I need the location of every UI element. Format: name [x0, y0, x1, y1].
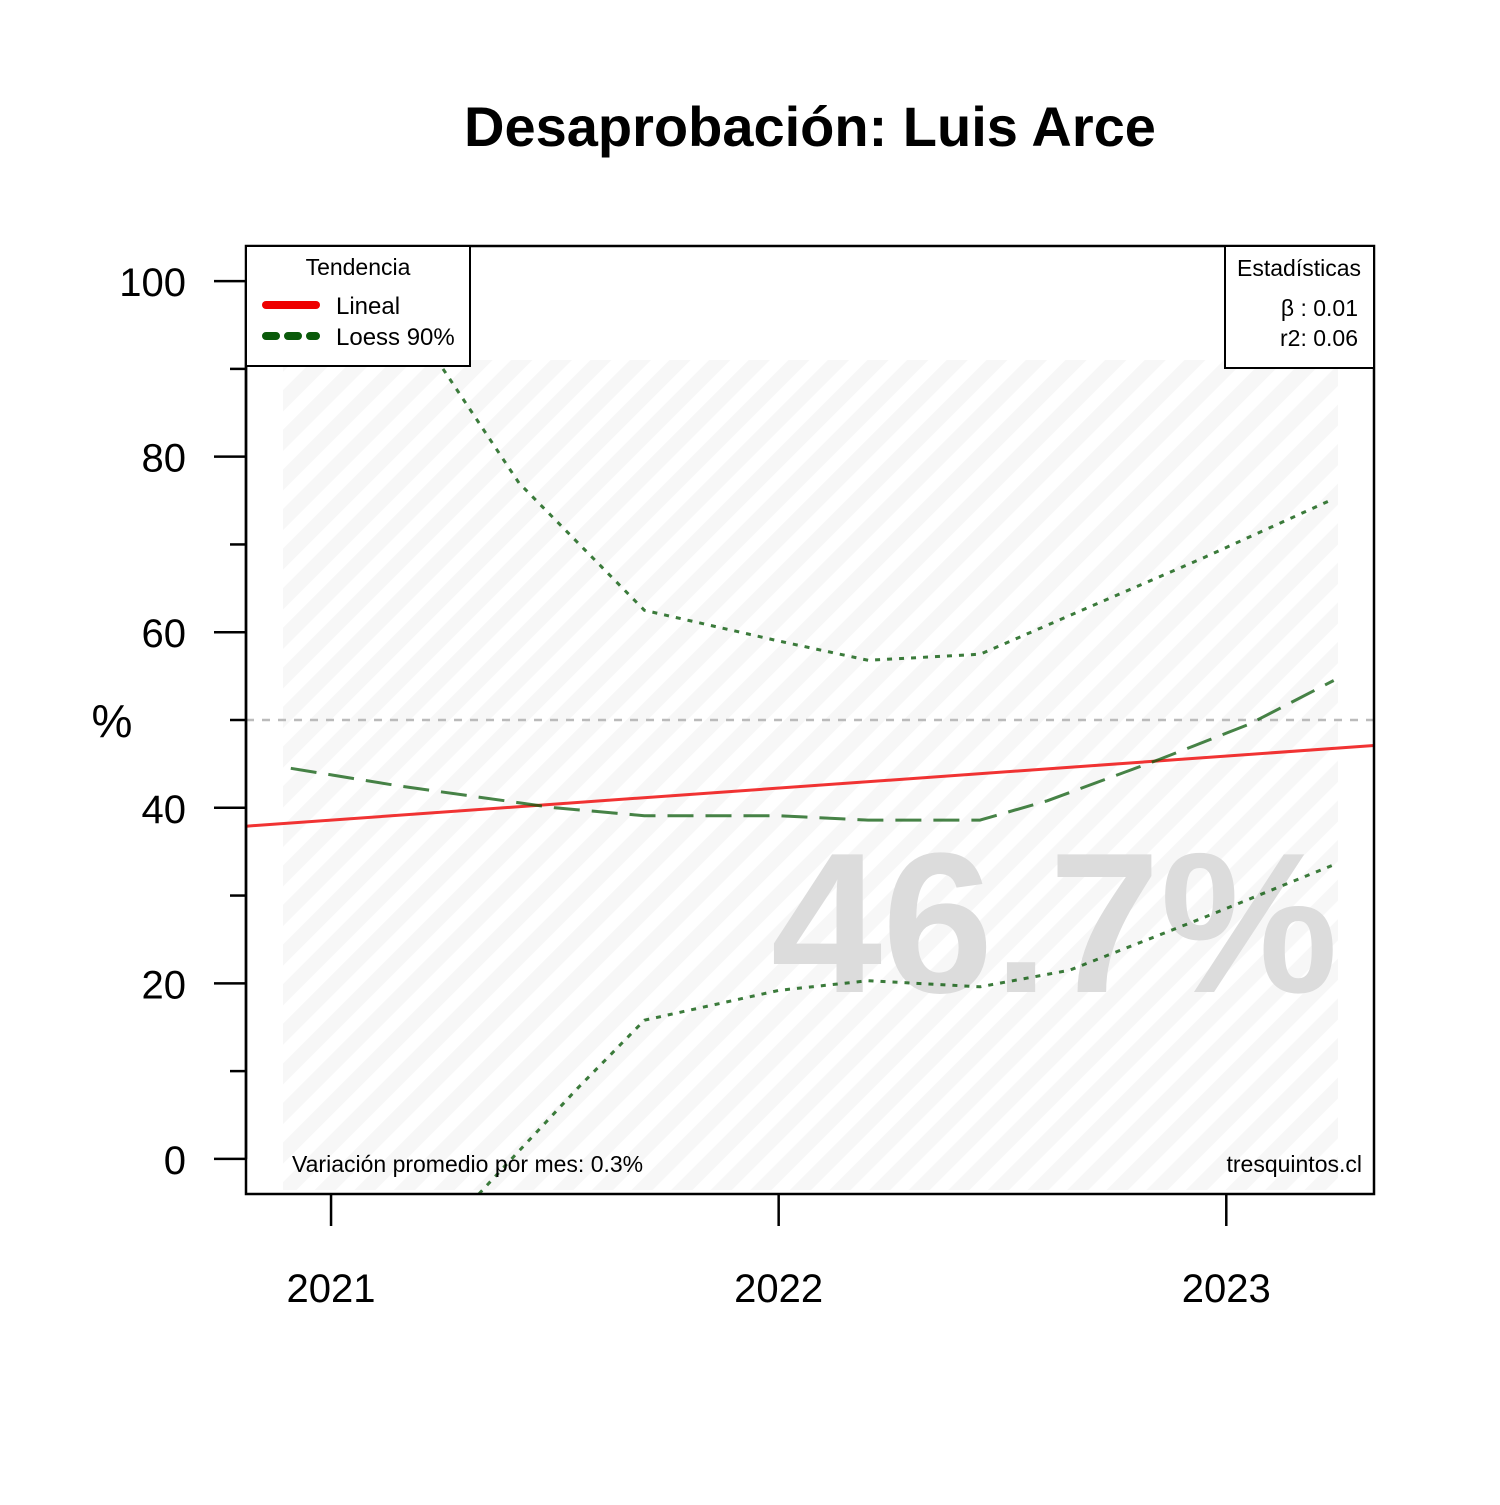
x-tick-label: 2023 [1182, 1267, 1271, 1311]
axes: 0 20 40 60 80 100 2021 2022 2023 [119, 261, 1271, 1311]
y-tick-label: 100 [119, 261, 186, 305]
monthly-variation-note: Variación promedio por mes: 0.3% [292, 1151, 643, 1177]
series-loess-fit [290, 679, 1335, 822]
y-tick-label: 80 [142, 437, 187, 481]
legend-label-loess: Loess 90% [336, 324, 455, 351]
legend-title: Tendencia [306, 254, 411, 280]
plot-area [246, 368, 1374, 1194]
legend: Tendencia Lineal Loess 90% [245, 245, 471, 367]
series-linear-trend [246, 744, 1374, 828]
y-axis-label: % [92, 695, 133, 747]
legend-label-lineal: Lineal [336, 293, 400, 320]
stats-frame [1224, 245, 1375, 369]
stats-box: Estadísticas β : 0.01 r2: 0.06 [1224, 245, 1375, 369]
series-loess-upper [441, 368, 1335, 662]
stats-beta: β : 0.01 [1281, 295, 1358, 321]
x-tick-label: 2022 [734, 1267, 823, 1311]
stats-title: Estadísticas [1237, 255, 1361, 281]
source-label: tresquintos.cl [1226, 1151, 1362, 1177]
y-tick-label: 0 [164, 1139, 186, 1183]
band-hatch [283, 360, 1338, 1190]
y-tick-label: 20 [142, 963, 187, 1007]
stats-r2: r2: 0.06 [1280, 325, 1358, 351]
chart-title: Desaprobación: Luis Arce [464, 95, 1156, 158]
x-tick-label: 2021 [287, 1267, 376, 1311]
y-tick-label: 60 [142, 612, 187, 656]
y-tick-label: 40 [142, 788, 187, 832]
current-value-watermark: 46.7% [771, 812, 1338, 1035]
